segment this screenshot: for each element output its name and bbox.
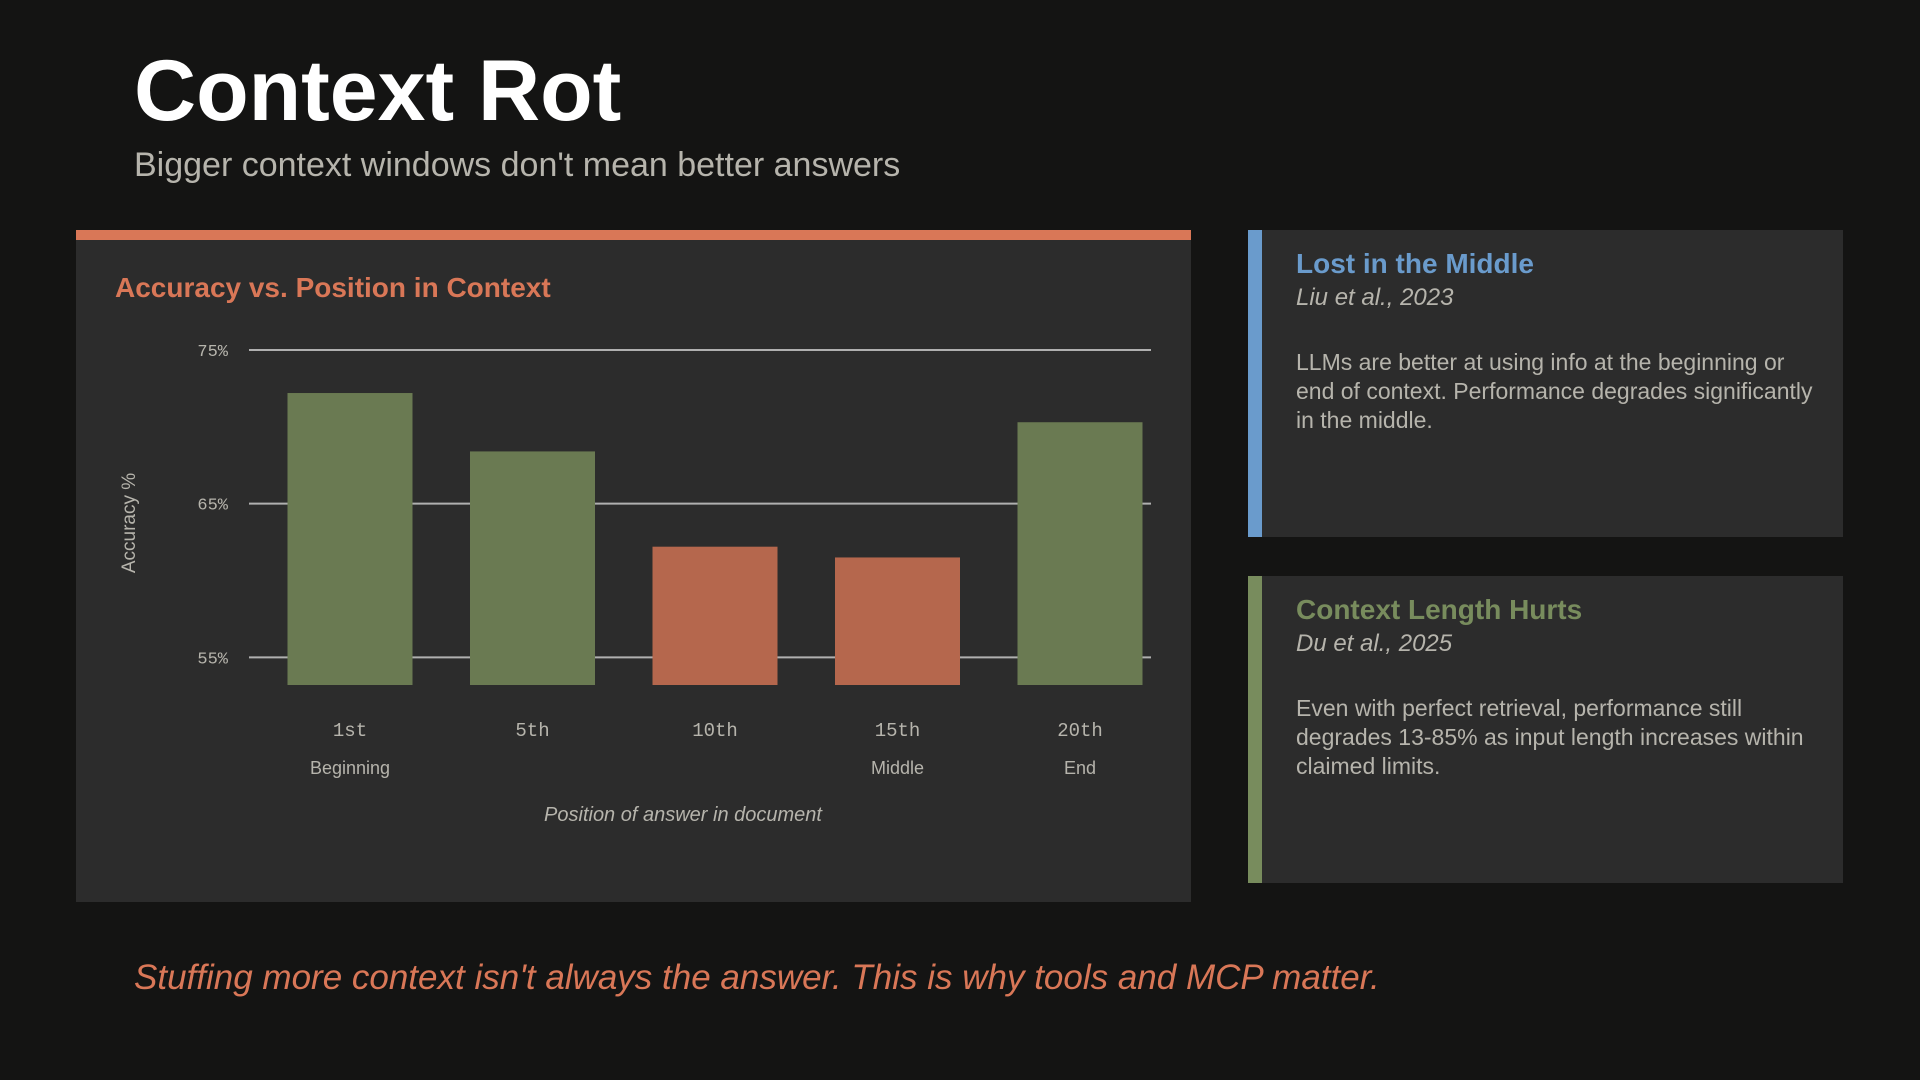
card-citation: Liu et al., 2023 — [1296, 284, 1454, 311]
x-tick-label: 5th — [515, 720, 549, 742]
x-tick-sublabel: Beginning — [310, 758, 390, 778]
chart-panel: Accuracy vs. Position in Context 55% 65% 7… — [76, 230, 1191, 902]
card-accent-bar — [1248, 576, 1262, 883]
y-tick-label: 75% — [197, 343, 228, 362]
y-tick-label: 65% — [197, 497, 228, 516]
y-axis-label: Accuracy % — [119, 473, 140, 573]
x-tick-sublabel: Middle — [871, 758, 924, 778]
bars — [287, 393, 1143, 685]
footer-note: Stuffing more context isn't always the a… — [134, 958, 1380, 997]
bar-15th — [835, 557, 960, 685]
card-body: Even with perfect retrieval, performance… — [1296, 695, 1804, 779]
card-citation: Du et al., 2025 — [1296, 630, 1453, 657]
x-tick-sublabel: End — [1064, 758, 1096, 778]
bar-5th — [470, 451, 595, 685]
chart-title: Accuracy vs. Position in Context — [115, 272, 551, 303]
bar-chart: 55% 65% 75% 1st Beginning 5th 10th 15th Middle 20… — [119, 343, 1151, 826]
x-tick-label: 1st — [333, 720, 367, 742]
card-lost-in-the-middle: Lost in the Middle Liu et al., 2023 LLMs… — [1248, 230, 1843, 537]
x-tick-label: 15th — [875, 720, 921, 742]
x-axis-label: Position of answer in document — [544, 804, 823, 826]
x-tick-label: 20th — [1057, 720, 1103, 742]
axis-labels: 55% 65% 75% 1st Beginning 5th 10th 15th Middle 20… — [197, 343, 1102, 778]
card-title: Context Length Hurts — [1296, 594, 1583, 625]
y-tick-label: 55% — [197, 650, 228, 669]
bar-1st — [287, 393, 413, 685]
card-title: Lost in the Middle — [1296, 248, 1534, 279]
bar-20th — [1017, 422, 1143, 685]
card-body: LLMs are better at using info at the beg… — [1296, 349, 1813, 433]
card-context-length-hurts: Context Length Hurts Du et al., 2025 Eve… — [1248, 576, 1843, 883]
card-accent-bar — [1248, 230, 1262, 537]
x-tick-label: 10th — [692, 720, 738, 742]
slide-title: Context Rot — [134, 43, 622, 139]
slide-subtitle: Bigger context windows don't mean better… — [134, 146, 901, 184]
bar-10th — [652, 546, 778, 685]
